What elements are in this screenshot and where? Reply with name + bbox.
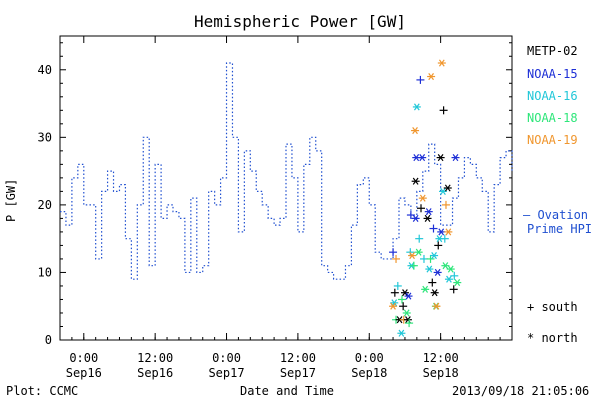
x-tick-label-date: Sep18: [351, 366, 387, 380]
ovation-hpi-line: [60, 62, 513, 280]
data-point-north: [402, 309, 411, 317]
data-point-south: [397, 295, 406, 304]
data-point-north: [418, 194, 427, 202]
data-point-north: [412, 103, 421, 111]
data-point-south: [415, 234, 424, 243]
data-point-north: [430, 289, 439, 297]
data-point-north: [411, 177, 420, 185]
data-point-north: [437, 59, 446, 67]
x-tick-label-date: Sep17: [280, 366, 316, 380]
data-point-north: [433, 268, 442, 277]
x-tick-label-time: 0:00: [69, 351, 98, 365]
data-point-north: [418, 154, 427, 162]
data-point-south: [429, 224, 438, 233]
data-point-south: [409, 261, 418, 270]
data-point-north: [400, 289, 409, 297]
data-point-north: [427, 72, 436, 81]
data-point-south: [439, 106, 448, 115]
legend-noaa15: NOAA-15: [527, 67, 578, 81]
ovation-label-line1: — Ovation: [523, 208, 589, 222]
data-point-south: [441, 200, 450, 209]
x-tick-label-time: 12:00: [423, 351, 459, 365]
data-point-north: [414, 248, 423, 256]
x-tick-label-time: 12:00: [137, 351, 173, 365]
legend-noaa18: NOAA-18: [527, 111, 578, 125]
data-point-north: [443, 184, 452, 192]
data-point-north: [444, 275, 453, 283]
legend-metp02: METP-02: [527, 44, 578, 58]
data-point-south: [389, 248, 398, 257]
x-tick-label-date: Sep18: [423, 366, 459, 380]
marker-key-south: + south: [527, 300, 578, 314]
data-point-south: [428, 278, 437, 287]
x-tick-label-date: Sep16: [66, 366, 102, 380]
y-tick-label: 40: [38, 63, 52, 77]
data-point-north: [404, 292, 413, 300]
data-point-north: [411, 214, 420, 222]
ovation-label-line2: Prime HPI: [527, 222, 593, 236]
data-point-north: [421, 285, 430, 293]
data-point-south: [390, 288, 399, 297]
data-point-south: [393, 281, 402, 290]
x-tick-label-date: Sep17: [208, 366, 244, 380]
y-axis-label: P [GW]: [4, 178, 18, 222]
x-tick-label-time: 0:00: [212, 351, 241, 365]
data-point-south: [440, 234, 449, 243]
data-point-south: [416, 75, 425, 84]
data-point-north: [441, 262, 450, 270]
data-point-south: [449, 285, 458, 294]
data-point-north: [389, 302, 398, 310]
data-point-north: [430, 251, 439, 260]
y-tick-label: 10: [38, 265, 52, 279]
data-point-north: [411, 127, 420, 135]
legend-noaa16: NOAA-16: [527, 89, 578, 103]
data-point-south: [399, 302, 408, 311]
data-point-north: [425, 265, 434, 273]
footer-plot-source: Plot: CCMC: [6, 384, 79, 398]
data-point-south: [417, 204, 426, 213]
legend-noaa19: NOAA-19: [527, 133, 578, 147]
x-axis-label: Date and Time: [240, 384, 334, 398]
data-point-south: [392, 254, 401, 263]
data-point-north: [437, 228, 446, 236]
data-point-north: [436, 154, 445, 162]
data-point-north: [423, 214, 432, 222]
y-tick-label: 30: [38, 130, 52, 144]
x-tick-label-time: 0:00: [355, 351, 384, 365]
y-tick-label: 20: [38, 198, 52, 212]
x-tick-label-date: Sep16: [137, 366, 173, 380]
data-point-north: [424, 208, 433, 216]
footer-timestamp: 2013/09/18 21:05:06: [452, 384, 590, 398]
data-point-north: [432, 302, 441, 310]
chart-title: Hemispheric Power [GW]: [194, 12, 406, 31]
data-point-south: [426, 254, 435, 263]
data-point-north: [446, 265, 455, 273]
marker-key-north: * north: [527, 331, 578, 345]
data-point-north: [403, 316, 412, 324]
data-point-south: [450, 271, 459, 280]
data-point-north: [397, 329, 406, 337]
data-point-south: [434, 241, 443, 250]
data-point-north: [408, 251, 417, 260]
y-tick-label: 0: [45, 333, 52, 347]
data-point-north: [453, 279, 462, 287]
data-point-north: [451, 154, 460, 162]
data-point-north: [444, 228, 453, 236]
data-point-south: [405, 319, 414, 328]
x-tick-label-time: 12:00: [280, 351, 316, 365]
